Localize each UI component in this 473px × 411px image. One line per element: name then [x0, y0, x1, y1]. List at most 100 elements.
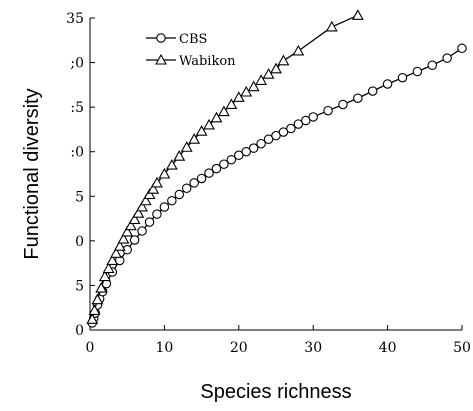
data-point-cbs — [412, 66, 423, 77]
series-line-cbs — [91, 47, 463, 324]
data-point-cbs — [226, 154, 237, 165]
y-axis-ticks: 0 5 0 5 :0 :5 ;0 35 — [66, 11, 95, 339]
data-point-cbs — [338, 99, 348, 110]
data-point-wabikon — [143, 188, 156, 200]
data-point-cbs — [367, 86, 378, 96]
data-point-cbs — [397, 72, 408, 83]
x-tick-label: 50 — [453, 340, 471, 356]
x-axis-ticks: 0 10 20 30 40 50 — [86, 325, 471, 356]
data-point-wabikon — [173, 150, 186, 161]
y-tick-label: 5 — [75, 278, 84, 294]
data-point-cbs — [263, 134, 274, 144]
data-point-cbs — [129, 235, 140, 245]
y-tick-label: 0 — [75, 323, 84, 339]
data-point-wabikon — [110, 247, 122, 258]
data-point-wabikon — [121, 225, 134, 237]
y-tick-label: 5 — [75, 189, 84, 205]
y-tick-label: ;0 — [70, 56, 84, 72]
legend: CBS Wabikon — [146, 32, 236, 69]
data-point-cbs — [301, 115, 311, 126]
data-point-wabikon — [132, 207, 145, 218]
data-point-wabikon — [158, 167, 171, 179]
data-point-cbs — [159, 202, 170, 212]
data-point-wabikon — [232, 91, 245, 102]
legend-item-cbs: CBS — [146, 32, 207, 47]
data-point-cbs — [219, 159, 229, 169]
data-point-wabikon — [270, 62, 282, 74]
data-point-wabikon — [128, 213, 141, 225]
data-point-wabikon — [88, 304, 101, 315]
legend-marker-wabikon — [155, 53, 167, 65]
data-point-wabikon — [151, 176, 163, 188]
data-point-cbs — [152, 209, 162, 219]
data-point-wabikon — [203, 118, 215, 130]
x-tick-label: 20 — [230, 340, 248, 356]
data-point-wabikon — [247, 80, 260, 92]
data-point-cbs — [196, 173, 207, 184]
data-point-cbs — [293, 119, 304, 129]
data-point-cbs — [427, 60, 437, 70]
data-point-wabikon — [113, 240, 126, 251]
data-point-wabikon — [351, 9, 364, 20]
data-point-cbs — [442, 53, 452, 63]
data-point-wabikon — [217, 105, 230, 117]
data-point-cbs — [278, 127, 289, 137]
x-tick-label: 0 — [86, 340, 95, 356]
data-point-wabikon — [262, 68, 275, 79]
y-tick-label: 0 — [75, 234, 84, 250]
series-wabikon — [86, 9, 364, 324]
data-point-cbs — [174, 189, 185, 200]
data-point-cbs — [286, 123, 296, 134]
y-axis-title: Functional diversity — [21, 88, 43, 259]
data-point-cbs — [204, 168, 214, 178]
data-point-cbs — [308, 112, 318, 122]
data-point-wabikon — [147, 183, 160, 194]
data-point-wabikon — [124, 219, 137, 231]
data-point-cbs — [271, 130, 281, 141]
data-point-cbs — [248, 143, 259, 153]
data-point-wabikon — [95, 281, 108, 293]
data-point-wabikon — [139, 194, 152, 206]
y-tick-label: 35 — [66, 11, 84, 27]
legend-marker-cbs — [156, 33, 166, 43]
y-tick-label: :5 — [70, 100, 84, 116]
x-tick-label: 30 — [304, 340, 322, 356]
data-point-cbs — [137, 226, 147, 236]
data-point-wabikon — [277, 54, 290, 66]
series-layer — [86, 9, 467, 328]
data-point-wabikon — [240, 85, 253, 97]
y-tick-label: :0 — [70, 145, 84, 161]
data-point-cbs — [234, 150, 244, 161]
data-point-cbs — [382, 79, 393, 89]
data-point-wabikon — [102, 262, 115, 274]
data-point-wabikon — [180, 141, 193, 152]
data-point-cbs — [181, 183, 192, 194]
data-point-wabikon — [210, 111, 223, 123]
x-axis-title: Species richness — [200, 381, 351, 403]
data-point-cbs — [211, 163, 222, 174]
data-point-wabikon — [225, 98, 238, 110]
data-point-cbs — [189, 178, 199, 188]
data-point-wabikon — [292, 44, 305, 56]
data-point-wabikon — [195, 125, 208, 136]
legend-label-cbs: CBS — [179, 32, 207, 47]
legend-label-wabikon: Wabikon — [179, 54, 236, 69]
data-point-wabikon — [98, 270, 111, 282]
data-point-cbs — [167, 195, 177, 206]
data-point-wabikon — [106, 254, 119, 266]
data-point-cbs — [256, 138, 266, 149]
x-tick-label: 40 — [379, 340, 397, 356]
legend-item-wabikon: Wabikon — [146, 53, 236, 69]
data-point-wabikon — [117, 232, 130, 244]
data-point-wabikon — [165, 158, 178, 170]
data-point-cbs — [144, 217, 155, 227]
data-point-wabikon — [188, 133, 201, 144]
data-point-wabikon — [136, 200, 149, 212]
x-tick-label: 10 — [155, 340, 173, 356]
series-cbs — [87, 43, 467, 328]
data-point-wabikon — [86, 313, 99, 324]
data-point-wabikon — [255, 74, 268, 85]
data-point-cbs — [323, 105, 333, 116]
